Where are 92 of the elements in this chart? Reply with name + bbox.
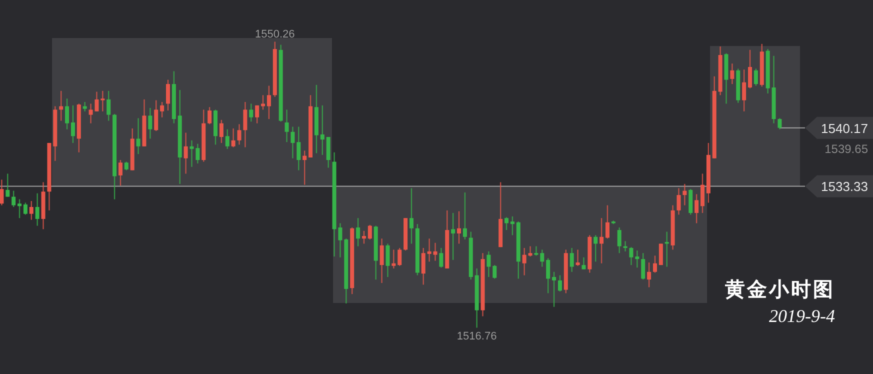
candlestick — [778, 118, 782, 130]
candlestick — [558, 274, 562, 292]
candlestick — [118, 159, 122, 186]
candlestick — [136, 118, 140, 155]
candlestick — [647, 262, 652, 288]
candlestick — [386, 243, 390, 278]
candlestick — [154, 100, 158, 132]
candlestick — [208, 106, 212, 125]
candlestick — [82, 101, 87, 112]
candlestick — [742, 68, 746, 112]
candlestick — [380, 238, 384, 284]
candlestick — [100, 90, 105, 112]
candlestick — [302, 150, 307, 186]
candlestick — [243, 101, 248, 148]
candlestick — [296, 126, 301, 171]
annotation: 1550.26 — [255, 28, 295, 41]
candlestick — [635, 250, 640, 268]
candlestick — [688, 188, 693, 216]
candlestick — [754, 68, 758, 86]
candlestick — [534, 246, 538, 256]
candlestick — [600, 217, 604, 264]
candlestick — [617, 226, 622, 254]
candlestick — [576, 249, 580, 266]
candlestick — [451, 212, 456, 261]
candlestick — [18, 198, 22, 219]
candlestick — [266, 85, 271, 120]
candlestick — [249, 103, 254, 122]
candlestick — [35, 192, 40, 226]
candlestick — [492, 264, 497, 280]
candlestick — [546, 258, 550, 294]
candlestick — [106, 90, 111, 122]
candlestick — [582, 256, 586, 270]
candlestick — [486, 250, 491, 278]
candlestick — [184, 132, 188, 174]
candlestick — [160, 101, 164, 118]
candlestick — [59, 90, 64, 122]
candlestick — [362, 230, 366, 244]
ref-line-label: 1540.17 — [821, 120, 868, 136]
candlestick — [219, 119, 224, 144]
candlestick — [148, 107, 152, 140]
candlestick — [261, 94, 266, 110]
candlestick — [658, 243, 663, 266]
candlestick — [368, 224, 372, 240]
candlestick — [682, 183, 687, 206]
candlestick — [409, 188, 414, 244]
candlestick — [694, 194, 699, 224]
candlestick — [594, 234, 598, 262]
candlestick — [255, 104, 260, 124]
candlestick — [421, 247, 426, 286]
candlestick — [522, 247, 526, 276]
text: 1539.65 — [824, 142, 868, 156]
candlestick — [70, 104, 75, 144]
candlestick — [65, 98, 70, 130]
candlestick — [6, 173, 10, 198]
candlestick — [504, 216, 509, 231]
candlestick — [748, 49, 752, 89]
text: 黄金小时图 — [724, 279, 835, 301]
text: 2019-9-4 — [769, 306, 835, 326]
candlestick — [462, 192, 467, 240]
candlestick — [457, 210, 461, 244]
candlestick — [12, 190, 16, 208]
candlestick — [700, 173, 704, 214]
candlestick — [190, 140, 194, 168]
candlestick — [528, 246, 532, 258]
candlestick — [641, 252, 646, 280]
candlestick — [540, 249, 544, 268]
candlestick — [570, 247, 574, 272]
candlestick — [629, 246, 634, 266]
candlestick — [231, 128, 236, 148]
candlestick — [730, 62, 734, 85]
candlestick — [605, 204, 610, 240]
candlestick — [510, 216, 514, 236]
candlestick — [196, 143, 200, 164]
candlestick — [398, 247, 402, 266]
candlestick — [652, 255, 657, 274]
candlestick — [552, 271, 556, 308]
candlestick — [676, 188, 681, 216]
candlestick — [320, 104, 324, 156]
candlestick — [0, 179, 4, 206]
candlestick — [326, 136, 330, 168]
candlestick — [166, 79, 170, 112]
candlestick — [290, 126, 295, 159]
annotation: 1516.76 — [456, 330, 497, 343]
ref-line-label: 1533.33 — [821, 179, 868, 194]
candlestick — [29, 200, 34, 220]
candlestick — [23, 202, 28, 216]
candlestick — [237, 124, 242, 146]
candlestick — [392, 249, 396, 270]
candlestick — [439, 247, 444, 268]
candlestick — [225, 128, 230, 150]
candlestick — [284, 109, 289, 143]
candlestick — [356, 217, 360, 247]
